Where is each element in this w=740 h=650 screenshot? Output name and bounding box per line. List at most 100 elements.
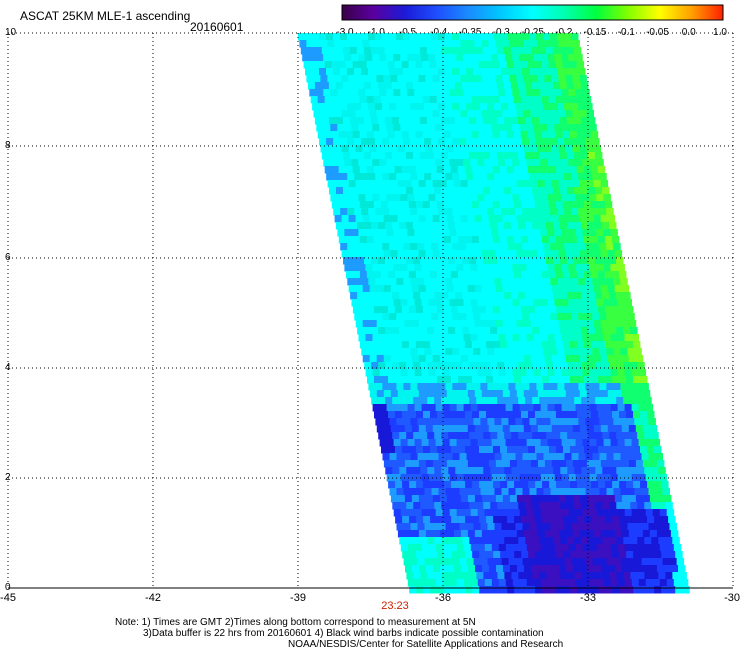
swath-cell [489, 117, 498, 125]
swath-cell [438, 138, 446, 146]
swath-cell [550, 453, 558, 461]
swath-cell [628, 495, 637, 503]
swath-cell [403, 33, 411, 41]
swath-cell [519, 474, 528, 482]
swath-cell [553, 397, 561, 405]
swath-cell [628, 390, 637, 398]
swath-cell [505, 54, 513, 62]
swath-cell [659, 544, 668, 552]
swath-cell [388, 481, 396, 489]
swath-cell [456, 299, 464, 307]
swath-cell [434, 502, 442, 510]
swath-cell [419, 565, 427, 573]
swath-cell [665, 537, 673, 545]
swath-cell [385, 222, 393, 230]
swath-cell [387, 96, 396, 104]
swath-cell [383, 355, 392, 363]
swath-cell [351, 54, 359, 62]
swath-cell [512, 89, 520, 97]
swath-cell [467, 75, 475, 83]
swath-cell [483, 292, 491, 300]
swath-cell [491, 124, 499, 132]
swath-cell [582, 264, 590, 272]
swath-cell [361, 313, 369, 321]
swath-cell [564, 103, 572, 111]
swath-cell [528, 411, 536, 419]
swath-cell [546, 187, 554, 195]
swath-cell [558, 530, 567, 538]
swath-cell [586, 425, 595, 433]
swath-cell [349, 47, 358, 55]
swath-cell [548, 271, 557, 279]
swath-cell [455, 502, 463, 510]
swath-cell [572, 495, 581, 503]
swath-cell [428, 194, 436, 202]
swath-cell [512, 194, 520, 202]
swath-cell [359, 271, 368, 279]
swath-cell [554, 404, 563, 412]
colorbar-tick-label: -0.5 [399, 27, 417, 38]
swath-cell [430, 516, 438, 524]
swath-cell [576, 201, 585, 209]
swath-cell [379, 159, 387, 167]
swath-cell [466, 488, 474, 496]
swath-cell [631, 509, 640, 517]
swath-cell [592, 418, 600, 426]
swath-cell [513, 61, 522, 69]
swath-cell [564, 453, 572, 461]
swath-cell [592, 558, 601, 566]
swath-cell [599, 488, 607, 496]
swath-cell [422, 166, 431, 174]
swath-cell [462, 432, 470, 440]
swath-cell [532, 537, 540, 545]
swath-cell [440, 565, 448, 573]
swath-cell [399, 257, 407, 265]
swath-cell [572, 355, 581, 363]
swath-cell [385, 432, 393, 440]
swath-cell [376, 285, 385, 293]
swath-cell [484, 229, 492, 237]
swath-cell [497, 187, 505, 195]
swath-cell [431, 488, 439, 496]
swath-cell [435, 474, 444, 482]
swath-cell [609, 467, 617, 475]
swath-cell [441, 537, 449, 545]
swath-cell [385, 292, 393, 300]
swath-cell [495, 180, 504, 188]
swath-cell [555, 61, 564, 69]
swath-cell [682, 586, 690, 594]
swath-cell [400, 89, 408, 97]
swath-cell [431, 313, 439, 321]
swath-cell [635, 460, 644, 468]
swath-cell [452, 33, 460, 41]
swath-cell [474, 110, 482, 118]
swath-cell [393, 264, 401, 272]
swath-cell [509, 495, 518, 503]
swath-cell [581, 257, 589, 265]
swath-cell [359, 96, 368, 104]
swath-cell [513, 236, 522, 244]
swath-cell [371, 187, 379, 195]
swath-cell [494, 523, 502, 531]
swath-cell [401, 61, 410, 69]
swath-cell [338, 201, 347, 209]
swath-cell [621, 285, 630, 293]
swath-cell [458, 516, 466, 524]
swath-cell [596, 334, 604, 342]
swath-cell [396, 418, 404, 426]
swath-cell [421, 54, 429, 62]
swath-cell [561, 439, 570, 447]
swath-cell [361, 103, 369, 111]
swath-cell [588, 257, 596, 265]
swath-cell [459, 523, 467, 531]
swath-cell [673, 579, 682, 587]
swath-cell [551, 460, 560, 468]
swath-cell [423, 586, 431, 594]
swath-cell [574, 292, 582, 300]
swath-cell [512, 369, 521, 377]
swath-cell [536, 138, 544, 146]
swath-cell [516, 145, 524, 153]
swath-cell [380, 131, 389, 139]
swath-cell [506, 166, 515, 174]
swath-cell [538, 117, 547, 125]
